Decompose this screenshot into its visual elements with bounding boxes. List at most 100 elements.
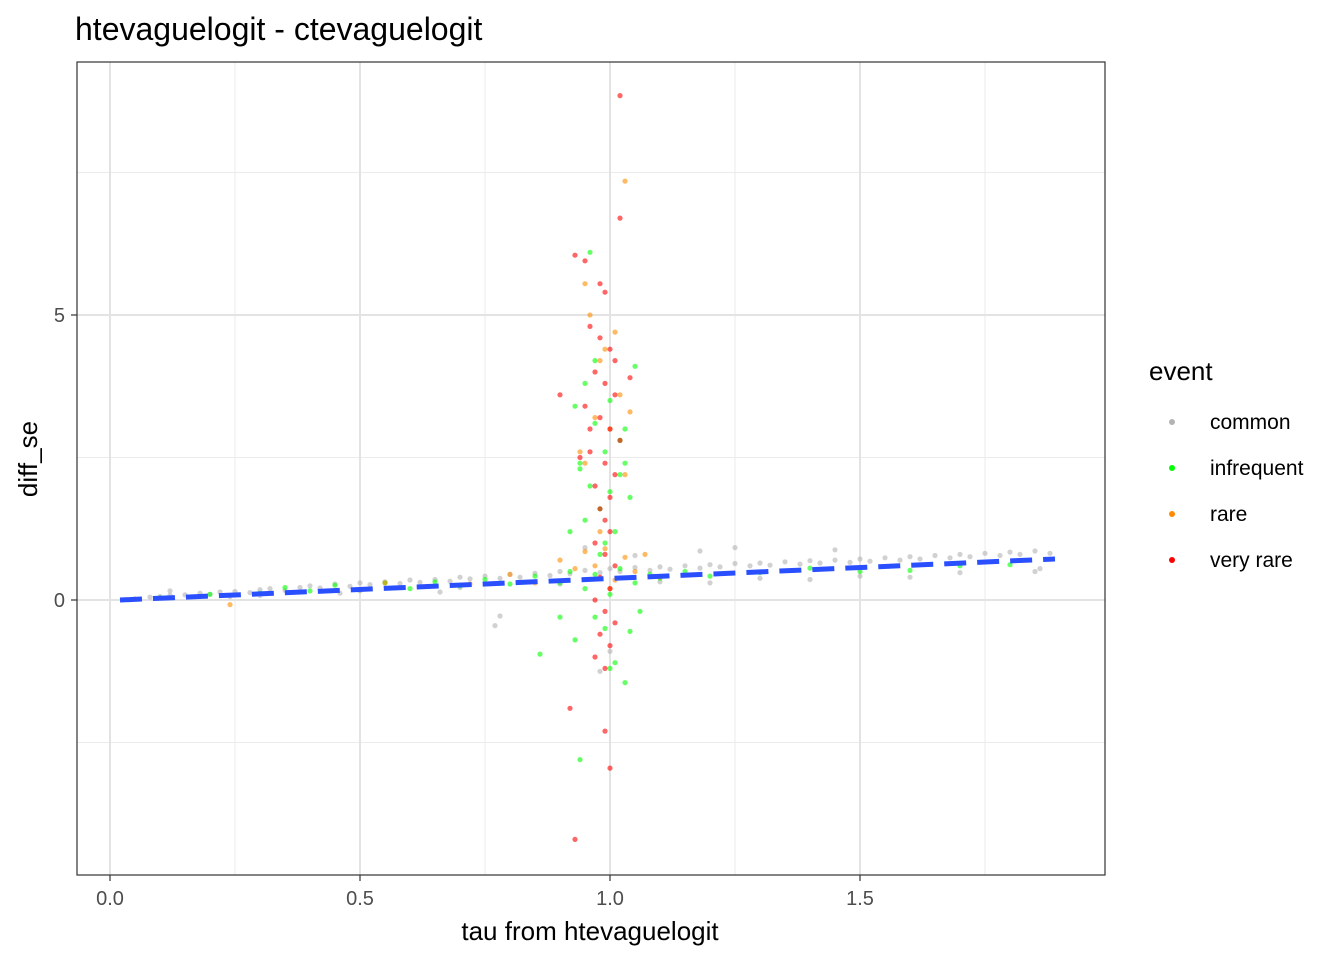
point-common — [897, 557, 903, 563]
point-common — [947, 555, 953, 561]
point-common — [997, 552, 1003, 559]
legend-label: very rare — [1210, 549, 1293, 572]
point-rare — [557, 557, 563, 563]
point-infrequent — [607, 591, 613, 597]
point-common — [147, 594, 153, 600]
point-infrequent — [617, 566, 623, 572]
point-very-rare — [587, 323, 593, 329]
point-common — [597, 668, 603, 674]
point-common — [1037, 566, 1043, 572]
point-very-rare — [602, 380, 608, 386]
point-very-rare — [612, 472, 618, 478]
point-common — [582, 545, 588, 551]
point-very-rare — [607, 765, 613, 771]
point-rare — [617, 392, 623, 398]
point-infrequent — [607, 489, 613, 495]
point-rare — [227, 602, 233, 608]
point-common — [917, 556, 923, 562]
point-infrequent — [432, 579, 438, 585]
point-very-rare — [602, 551, 608, 558]
point-infrequent — [612, 660, 618, 666]
grid-lines — [77, 62, 1105, 875]
point-rare — [582, 548, 588, 555]
point-infrequent — [587, 249, 593, 255]
point-rare — [632, 568, 638, 575]
legend-label: common — [1210, 411, 1291, 434]
legend: common infrequent rare very rare — [1169, 411, 1304, 572]
point-very-rare — [587, 449, 593, 455]
point-common — [1032, 568, 1038, 575]
point-infrequent — [532, 573, 538, 579]
point-very-rare — [592, 597, 598, 603]
point-rare — [597, 529, 603, 535]
point-very-rare — [607, 529, 613, 535]
point-common — [717, 564, 723, 570]
point-common — [857, 556, 863, 562]
point-very-rare — [612, 358, 618, 364]
point-common — [467, 576, 473, 582]
point-very-rare — [602, 460, 608, 466]
point-very-rare — [607, 494, 613, 500]
point-common — [867, 558, 873, 564]
point-common — [457, 574, 463, 580]
point-infrequent — [482, 576, 488, 583]
point-very-rare — [572, 252, 578, 258]
data-points — [132, 93, 1053, 843]
x-tick-label: 0.0 — [96, 888, 124, 910]
legend-title: event — [1149, 356, 1213, 386]
y-tick-label: 5 — [54, 305, 65, 327]
point-very-rare — [577, 454, 583, 461]
point-common — [607, 566, 613, 572]
point-infrequent — [577, 460, 583, 466]
point-common — [757, 575, 763, 581]
point-very-rare — [597, 281, 603, 287]
point-common — [1007, 549, 1013, 555]
point-infrequent — [577, 466, 583, 472]
point-infrequent — [637, 608, 643, 615]
point-infrequent — [572, 637, 578, 643]
point-common — [807, 576, 813, 583]
point-very-rare — [567, 705, 573, 711]
point-rare — [627, 409, 633, 415]
point-common — [417, 579, 423, 585]
point-common — [367, 582, 373, 588]
axis-ticks: 0.0 0.5 1.0 1.5 0 5 — [54, 305, 874, 910]
point-very-rare — [592, 483, 598, 489]
point-very-rare — [597, 506, 603, 512]
point-common — [832, 557, 838, 563]
point-common — [1017, 551, 1023, 558]
point-common — [357, 580, 363, 586]
point-infrequent — [592, 571, 598, 578]
x-tick-label: 0.5 — [346, 888, 374, 910]
point-common — [882, 555, 888, 561]
point-infrequent — [592, 614, 598, 620]
point-rare — [592, 415, 598, 421]
point-common — [707, 562, 713, 568]
point-common — [557, 568, 563, 575]
point-rare — [572, 566, 578, 572]
point-common — [782, 559, 788, 565]
legend-label: rare — [1210, 503, 1247, 526]
point-common — [957, 570, 963, 576]
point-infrequent — [567, 529, 573, 535]
point-infrequent — [307, 588, 313, 594]
point-infrequent — [572, 403, 578, 409]
point-very-rare — [617, 93, 623, 99]
point-infrequent — [622, 426, 628, 432]
point-common — [657, 564, 663, 570]
point-common — [167, 588, 173, 594]
point-very-rare — [607, 586, 613, 592]
point-infrequent — [592, 358, 598, 364]
point-rare — [582, 460, 588, 466]
point-infrequent — [627, 494, 633, 500]
point-infrequent — [612, 529, 618, 535]
point-common — [907, 574, 913, 580]
point-infrequent — [907, 567, 913, 574]
point-very-rare — [617, 215, 623, 221]
point-rare — [577, 449, 583, 455]
point-infrequent — [807, 565, 813, 571]
point-rare — [622, 554, 628, 560]
point-infrequent — [707, 573, 713, 579]
point-rare — [587, 312, 593, 318]
